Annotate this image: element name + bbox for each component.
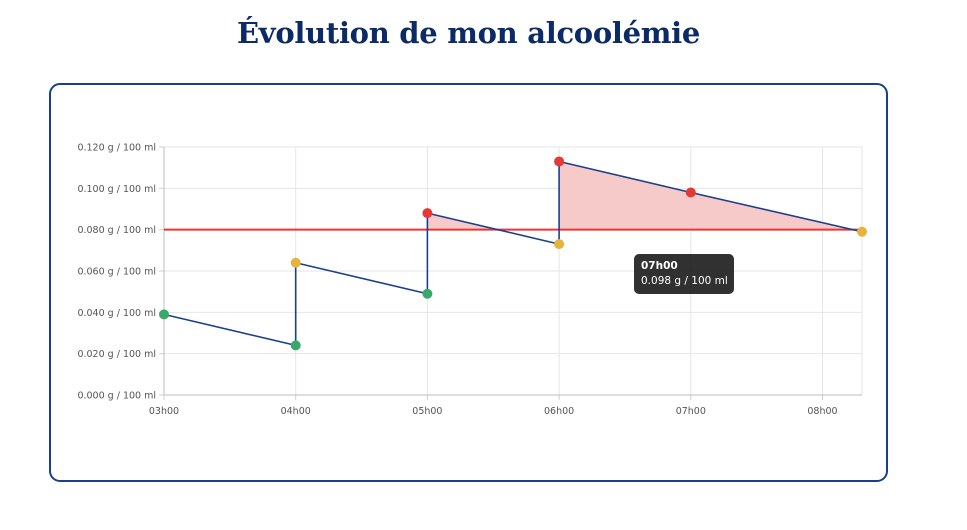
y-tick-label: 0.000 g / 100 ml xyxy=(77,391,156,402)
x-tick-label: 03h00 xyxy=(149,406,179,417)
data-point xyxy=(422,288,433,299)
y-tick-label: 0.100 g / 100 ml xyxy=(77,184,156,195)
y-tick-label: 0.060 g / 100 ml xyxy=(77,267,156,278)
tooltip-value: 0.098 g / 100 ml xyxy=(641,275,728,287)
y-tick-label: 0.080 g / 100 ml xyxy=(77,225,156,236)
chart-card: 0.000 g / 100 ml 0.020 g / 100 ml 0.040 g … xyxy=(49,83,888,482)
chart-tooltip: 07h00 0.098 g / 100 ml xyxy=(634,254,734,294)
data-point xyxy=(554,156,565,167)
data-point xyxy=(554,239,565,250)
x-tick-label: 07h00 xyxy=(676,406,706,417)
y-tick-label: 0.020 g / 100 ml xyxy=(77,349,156,360)
bac-series-line xyxy=(163,160,863,347)
y-tick-label: 0.040 g / 100 ml xyxy=(77,308,156,319)
x-tick-label: 05h00 xyxy=(412,406,442,417)
over-limit-area xyxy=(559,161,853,230)
bac-line-chart[interactable]: 0.000 g / 100 ml 0.020 g / 100 ml 0.040 g … xyxy=(51,85,886,480)
data-point xyxy=(422,208,433,219)
x-tick-label: 06h00 xyxy=(544,406,574,417)
x-tick-label: 04h00 xyxy=(281,406,311,417)
data-point xyxy=(159,309,169,320)
data-point xyxy=(290,340,301,351)
data-point xyxy=(290,257,301,268)
x-tick-label: 08h00 xyxy=(807,406,837,417)
y-tick-label: 0.120 g / 100 ml xyxy=(77,143,156,154)
data-point xyxy=(857,226,867,237)
tooltip-title: 07h00 xyxy=(641,260,678,272)
data-point xyxy=(685,187,696,198)
page-title: Évolution de mon alcoolémie xyxy=(236,16,701,50)
